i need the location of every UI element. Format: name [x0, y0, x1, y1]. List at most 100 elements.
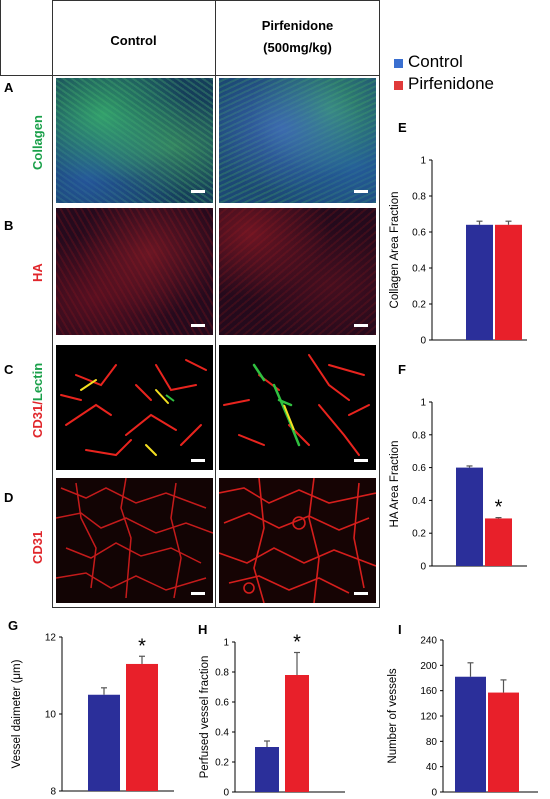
- bar-control: [456, 467, 483, 566]
- y-tick-label: 200: [420, 661, 437, 672]
- scale-bar: [191, 324, 205, 327]
- micrograph-ha-pirfenidone: [219, 208, 376, 335]
- legend-label-control: Control: [408, 52, 463, 71]
- column-header-control: Control: [110, 33, 157, 48]
- y-axis-label: Collagen Area Fraction: [389, 192, 401, 309]
- row-label-lectin-text: Lectin: [30, 362, 45, 402]
- y-tick-label: 120: [420, 712, 437, 723]
- chart-vessel-diameter: 8 10 12 Vessel daimeter (μm) *: [11, 633, 174, 798]
- panel-letter-h: H: [198, 622, 208, 637]
- y-tick-label: 0.6: [412, 228, 426, 239]
- y-tick-label: 0: [431, 788, 437, 799]
- scale-bar: [354, 324, 368, 327]
- bar-pirfenidone: [485, 518, 512, 566]
- y-tick-label: 0.2: [412, 300, 426, 311]
- significance-marker: *: [495, 497, 503, 519]
- y-tick-label: 0.8: [412, 192, 426, 203]
- scale-bar: [191, 190, 205, 193]
- scale-bar: [191, 459, 205, 462]
- row-label-slash-text: /: [30, 401, 45, 405]
- bar-control: [466, 224, 493, 340]
- column-header-pirfenidone-line2: (500mg/kg): [263, 40, 332, 55]
- vessel-pattern: [223, 354, 370, 456]
- panel-letter-e: E: [398, 120, 407, 135]
- legend-swatch-pirfenidone: [394, 81, 403, 90]
- y-tick-label: 10: [45, 710, 57, 721]
- y-tick-label: 0: [420, 562, 426, 573]
- bar-control: [255, 747, 279, 792]
- micrograph-cd31-pirfenidone: [219, 478, 376, 603]
- y-tick-label: 1: [223, 638, 229, 649]
- scale-bar: [354, 459, 368, 462]
- micrograph-collagen-control: [56, 78, 213, 203]
- y-tick-label: 80: [426, 737, 438, 748]
- y-tick-label: 0.6: [412, 463, 426, 474]
- y-axis-label: Number of vessels: [387, 668, 399, 763]
- bar-pirfenidone: [495, 224, 522, 340]
- vessel-pattern: [219, 478, 376, 603]
- y-tick-label: 0.2: [412, 529, 426, 540]
- micrograph-collagen-pirfenidone: [219, 78, 376, 203]
- panel-letter-g: G: [8, 618, 19, 633]
- panel-letter-i: I: [398, 622, 402, 637]
- row-letter-b: B: [4, 218, 14, 233]
- y-tick-label: 1: [420, 398, 426, 409]
- y-tick-label: 1: [420, 156, 426, 167]
- y-tick-label: 0.2: [215, 758, 229, 769]
- legend-label-pirfenidone: Pirfenidone: [408, 74, 495, 93]
- micrograph-cd31-control: [56, 478, 213, 603]
- chart-collagen-area: 0 0.2 0.4 0.6 0.8 1 Collagen Area Fraction: [389, 156, 527, 347]
- y-tick-label: 8: [50, 787, 56, 798]
- bar-pirfenidone: [285, 675, 309, 792]
- row-letter-a: A: [4, 80, 14, 95]
- y-tick-label: 0.4: [412, 496, 426, 507]
- legend-swatch-control: [394, 59, 403, 68]
- y-tick-label: 0.8: [215, 668, 229, 679]
- scale-bar: [354, 190, 368, 193]
- y-tick-label: 40: [426, 762, 438, 773]
- y-tick-label: 160: [420, 686, 437, 697]
- chart-vessel-count: 0 40 80 120 160 200 240 Number of vessels: [387, 636, 538, 799]
- grid-left-border: [0, 0, 1, 76]
- y-tick-label: 12: [45, 633, 57, 644]
- vessel-pattern: [56, 478, 213, 599]
- y-tick-label: 0: [223, 788, 229, 799]
- y-tick-label: 0.4: [215, 728, 229, 739]
- row-label-ha: HA: [30, 263, 45, 282]
- y-axis-label: Perfused vessel fraction: [199, 656, 211, 779]
- bar-pirfenidone: [488, 692, 519, 792]
- micrograph-ha-control: [56, 208, 213, 335]
- vessel-pattern: [60, 359, 207, 457]
- column-header-pirfenidone: Pirfenidone (500mg/kg): [216, 15, 379, 59]
- chart-perfused-fraction: 0 0.2 0.4 0.6 0.8 1 Perfused vessel fraction *: [199, 632, 345, 799]
- significance-marker: *: [293, 632, 301, 654]
- y-axis-label: Vessel daimeter (μm): [11, 659, 23, 768]
- row-letter-c: C: [4, 362, 14, 377]
- grid-divider-header: [0, 75, 380, 76]
- y-tick-label: 0: [420, 336, 426, 347]
- row-label-cd31-lectin: CD31/Lectin: [30, 363, 45, 438]
- micrograph-cd31-lectin-control: [56, 345, 213, 470]
- y-tick-label: 0.4: [412, 264, 426, 275]
- row-label-collagen-text: Collagen: [30, 115, 45, 170]
- y-tick-label: 240: [420, 636, 437, 647]
- row-label-ha-text: HA: [30, 263, 45, 282]
- y-axis-label: HA Area Fraction: [389, 441, 401, 528]
- significance-marker: *: [138, 635, 146, 657]
- scale-bar: [191, 592, 205, 595]
- bar-control: [455, 676, 486, 792]
- chart-ha-area: 0 0.2 0.4 0.6 0.8 1 HA Area Fraction *: [389, 398, 527, 573]
- row-label-collagen: Collagen: [30, 115, 45, 170]
- row-label-cd31-text: CD31: [30, 404, 45, 438]
- y-tick-label: 0.6: [215, 698, 229, 709]
- scale-bar: [354, 592, 368, 595]
- row-label-cd31-d-text: CD31: [30, 530, 45, 564]
- column-header-pirfenidone-line1: Pirfenidone: [261, 18, 334, 33]
- bar-pirfenidone: [126, 663, 158, 791]
- y-tick-label: 0.8: [412, 430, 426, 441]
- micrograph-cd31-lectin-pirfenidone: [219, 345, 376, 470]
- row-label-cd31: CD31: [30, 531, 45, 564]
- bar-control: [88, 694, 120, 791]
- grid-divider-vertical: [215, 0, 216, 608]
- row-letter-d: D: [4, 490, 14, 505]
